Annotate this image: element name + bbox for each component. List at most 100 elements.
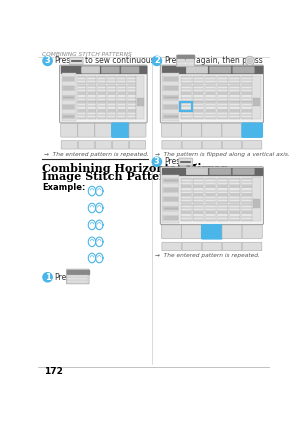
Circle shape bbox=[43, 273, 52, 282]
Bar bbox=[217, 85, 228, 93]
Bar bbox=[127, 94, 136, 102]
FancyBboxPatch shape bbox=[186, 168, 208, 175]
FancyBboxPatch shape bbox=[202, 242, 222, 251]
Bar bbox=[61, 73, 76, 121]
Bar bbox=[217, 76, 228, 84]
Bar bbox=[97, 111, 106, 119]
FancyBboxPatch shape bbox=[162, 141, 181, 149]
FancyBboxPatch shape bbox=[82, 67, 100, 73]
Bar bbox=[193, 178, 204, 186]
FancyBboxPatch shape bbox=[163, 104, 178, 109]
FancyBboxPatch shape bbox=[69, 57, 83, 64]
Bar bbox=[107, 111, 116, 119]
Text: 3: 3 bbox=[154, 157, 160, 166]
Bar bbox=[205, 85, 216, 93]
Bar bbox=[217, 204, 228, 212]
Bar bbox=[161, 66, 262, 73]
FancyBboxPatch shape bbox=[163, 187, 178, 192]
FancyBboxPatch shape bbox=[186, 168, 208, 175]
Bar bbox=[117, 102, 126, 110]
FancyBboxPatch shape bbox=[242, 242, 262, 251]
Bar bbox=[205, 76, 216, 84]
Bar bbox=[137, 98, 144, 106]
Bar bbox=[162, 175, 179, 223]
Bar bbox=[97, 94, 106, 102]
Text: Image Stitch Patterns: Image Stitch Patterns bbox=[42, 171, 180, 182]
FancyBboxPatch shape bbox=[210, 67, 231, 73]
Bar bbox=[205, 111, 216, 119]
Bar bbox=[229, 178, 240, 186]
FancyBboxPatch shape bbox=[163, 114, 178, 119]
Bar bbox=[177, 64, 185, 66]
Bar bbox=[229, 102, 240, 110]
Bar bbox=[77, 102, 86, 110]
Bar bbox=[193, 102, 204, 110]
Bar bbox=[205, 102, 216, 110]
Bar bbox=[181, 187, 192, 195]
Bar bbox=[181, 178, 192, 186]
FancyBboxPatch shape bbox=[61, 141, 77, 149]
Bar bbox=[117, 111, 126, 119]
Bar bbox=[127, 76, 136, 84]
Text: 172: 172 bbox=[44, 367, 63, 376]
FancyBboxPatch shape bbox=[242, 141, 262, 149]
FancyBboxPatch shape bbox=[163, 86, 178, 91]
Bar bbox=[186, 59, 194, 61]
Bar bbox=[87, 94, 96, 102]
Bar bbox=[97, 76, 106, 84]
Bar bbox=[193, 213, 204, 220]
Text: →  The entered pattern is repeated.: → The entered pattern is repeated. bbox=[155, 253, 260, 258]
FancyBboxPatch shape bbox=[78, 123, 95, 137]
FancyBboxPatch shape bbox=[62, 76, 75, 81]
Bar bbox=[181, 76, 192, 84]
FancyBboxPatch shape bbox=[222, 141, 242, 149]
Bar bbox=[229, 213, 240, 220]
Bar bbox=[127, 102, 136, 110]
Bar bbox=[217, 178, 228, 186]
Bar bbox=[177, 59, 185, 61]
Bar bbox=[107, 76, 116, 84]
Bar bbox=[241, 102, 253, 110]
Bar bbox=[205, 94, 216, 102]
FancyBboxPatch shape bbox=[129, 123, 146, 137]
Bar bbox=[181, 102, 192, 110]
Bar bbox=[253, 199, 260, 208]
Bar bbox=[136, 76, 145, 120]
Bar bbox=[161, 168, 262, 175]
Text: 3: 3 bbox=[45, 56, 50, 65]
Bar bbox=[78, 277, 88, 280]
FancyBboxPatch shape bbox=[186, 67, 208, 73]
Bar bbox=[217, 111, 228, 119]
Bar bbox=[229, 204, 240, 212]
FancyBboxPatch shape bbox=[202, 123, 222, 137]
Text: .: . bbox=[194, 157, 196, 166]
Bar bbox=[241, 195, 253, 203]
Bar bbox=[87, 85, 96, 93]
Text: Press: Press bbox=[164, 56, 184, 65]
Text: 2: 2 bbox=[154, 56, 160, 65]
Bar bbox=[67, 277, 77, 280]
Text: 1: 1 bbox=[45, 273, 50, 282]
FancyBboxPatch shape bbox=[233, 168, 254, 175]
FancyBboxPatch shape bbox=[179, 158, 192, 165]
Bar bbox=[193, 195, 204, 203]
Bar bbox=[241, 94, 253, 102]
FancyBboxPatch shape bbox=[62, 86, 75, 91]
FancyBboxPatch shape bbox=[222, 225, 242, 239]
Bar bbox=[186, 64, 194, 66]
FancyBboxPatch shape bbox=[101, 67, 119, 73]
FancyBboxPatch shape bbox=[163, 178, 178, 183]
Bar bbox=[117, 85, 126, 93]
Circle shape bbox=[43, 56, 52, 66]
Text: Combining Horizontal Mirror: Combining Horizontal Mirror bbox=[42, 162, 227, 173]
FancyBboxPatch shape bbox=[202, 225, 222, 239]
Bar bbox=[193, 76, 204, 84]
Text: again, then press: again, then press bbox=[196, 56, 263, 65]
FancyBboxPatch shape bbox=[112, 123, 129, 137]
Bar bbox=[181, 111, 192, 119]
Bar bbox=[107, 94, 116, 102]
Bar bbox=[97, 102, 106, 110]
FancyBboxPatch shape bbox=[242, 225, 262, 239]
FancyBboxPatch shape bbox=[163, 215, 178, 220]
Circle shape bbox=[152, 157, 161, 166]
